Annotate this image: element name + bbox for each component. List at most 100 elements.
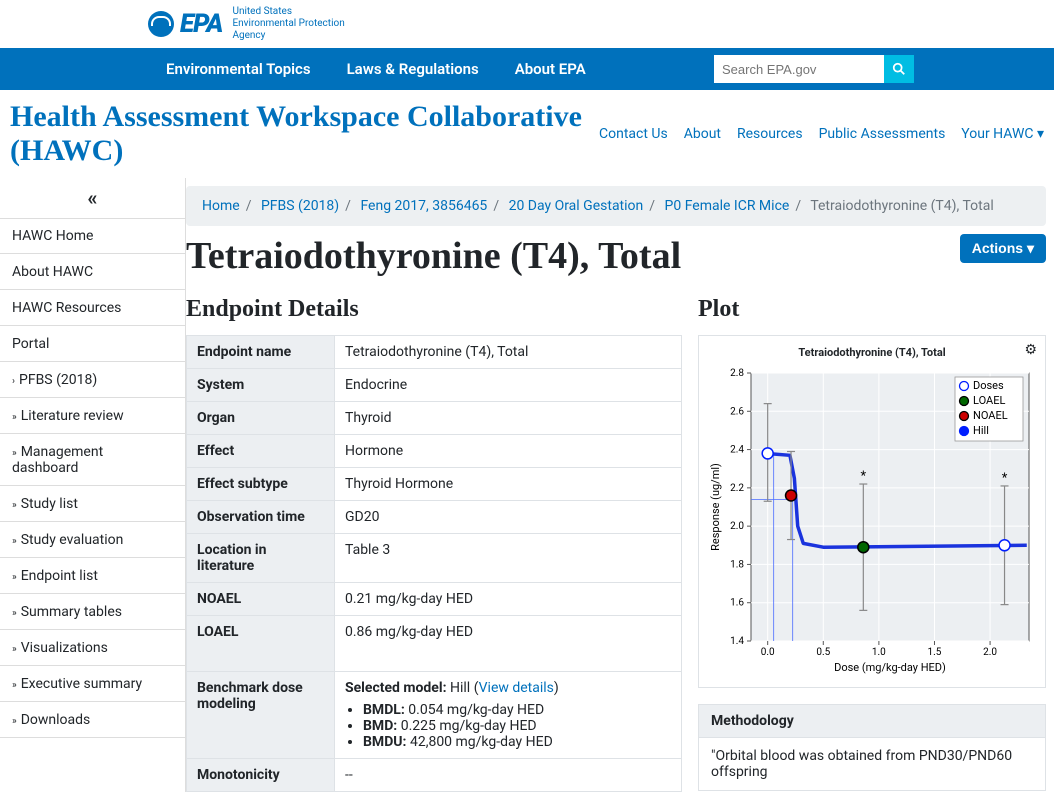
nav-laws[interactable]: Laws & Regulations [329,48,497,90]
svg-text:Response (ug/ml): Response (ug/ml) [709,463,722,551]
svg-text:2.8: 2.8 [730,368,744,379]
breadcrumb-study[interactable]: Feng 2017, 3856465 [360,198,487,214]
sidebar-item[interactable]: About HAWC [0,254,185,290]
methodology-box: Methodology "Orbital blood was obtained … [698,704,1046,791]
svg-text:2.4: 2.4 [730,445,744,456]
svg-text:*: * [861,469,867,484]
sidebar-item-label: HAWC Resources [12,300,121,316]
breadcrumb-animal-group[interactable]: P0 Female ICR Mice [665,198,790,214]
row-endpoint-name: Endpoint nameTetraiodothyronine (T4), To… [187,336,682,369]
sidebar-item[interactable]: »Study list [0,486,185,522]
row-location: Location in literatureTable 3 [187,534,682,583]
sidebar-item[interactable]: » Endpoint list [0,558,185,594]
sidebar-item[interactable]: Portal [0,326,185,362]
svg-text:1.0: 1.0 [872,647,886,658]
breadcrumb-pfbs[interactable]: PFBS (2018) [261,198,339,214]
sidebar-item-label: Endpoint list [21,568,98,584]
row-noael: NOAEL0.21 mg/kg-day HED [187,583,682,616]
svg-text:*: * [1002,471,1008,486]
methodology-heading: Methodology [699,705,1045,738]
hawc-title[interactable]: Health Assessment Workspace Collaborativ… [10,100,599,168]
primary-nav: Environmental Topics Laws & Regulations … [0,48,1054,90]
row-observation-time: Observation timeGD20 [187,501,682,534]
svg-text:2.6: 2.6 [730,406,744,417]
breadcrumb-current: Tetraiodothyronine (T4), Total [810,198,993,214]
sidebar-item[interactable]: HAWC Resources [0,290,185,326]
methodology-text: "Orbital blood was obtained from PND30/P… [699,738,1045,790]
svg-text:Dose (mg/kg-day HED): Dose (mg/kg-day HED) [834,661,946,674]
chevron-icon: » [12,680,17,691]
epa-header: EPA United States Environmental Protecti… [0,0,1054,48]
row-system: SystemEndocrine [187,369,682,402]
sidebar-item[interactable]: » Executive summary [0,666,185,702]
svg-text:LOAEL: LOAEL [973,394,1005,407]
sidebar-item[interactable]: »Visualizations [0,630,185,666]
sidebar-item[interactable]: » Literature review [0,398,185,434]
dose-response-plot: **0.00.51.01.52.01.41.61.82.02.22.42.62.… [707,367,1037,677]
hawc-header: Health Assessment Workspace Collaborativ… [0,90,1054,178]
search-form [714,55,914,83]
section-endpoint-details: Endpoint Details [186,296,682,323]
sidebar-item[interactable]: »Summary tables [0,594,185,630]
svg-text:0.5: 0.5 [816,647,830,658]
link-your-hawc[interactable]: Your HAWC ▾ [961,126,1044,142]
main-content: Home/ PFBS (2018)/ Feng 2017, 3856465/ 2… [186,178,1054,792]
chevron-down-icon: ▾ [1037,126,1044,142]
svg-text:Hill: Hill [973,424,989,437]
link-contact-us[interactable]: Contact Us [599,126,668,142]
sidebar-item[interactable]: »Downloads [0,702,185,738]
endpoint-details-table: Endpoint nameTetraiodothyronine (T4), To… [186,335,682,792]
chevron-icon: » [12,412,17,423]
epa-logo-icon [148,11,174,37]
row-effect-subtype: Effect subtypeThyroid Hormone [187,468,682,501]
chevron-icon: › [12,376,15,387]
chevron-icon: » [12,500,17,511]
actions-button[interactable]: Actions ▾ [960,234,1046,263]
plot-title: Tetraiodothyronine (T4), Total [707,346,1037,359]
sidebar-item[interactable]: HAWC Home [0,218,185,254]
nav-topics[interactable]: Environmental Topics [148,48,329,90]
link-about[interactable]: About [684,126,721,142]
sidebar-item-label: Executive summary [21,676,142,692]
sidebar-item-label: Portal [12,336,49,352]
plot-container: ⚙ Tetraiodothyronine (T4), Total **0.00.… [698,335,1046,688]
svg-text:2.0: 2.0 [730,521,744,532]
svg-text:2.2: 2.2 [730,483,744,494]
sidebar-item-label: Management dashboard [12,444,103,476]
sidebar-collapse-button[interactable]: « [0,178,185,218]
svg-text:Doses: Doses [973,379,1004,392]
sidebar-item-label: Literature review [21,408,124,424]
breadcrumb: Home/ PFBS (2018)/ Feng 2017, 3856465/ 2… [186,186,1046,226]
breadcrumb-home[interactable]: Home [202,198,240,214]
epa-subtitle: United States Environmental Protection A… [232,6,344,42]
row-monotonicity: Monotonicity-- [187,759,682,792]
link-public-assessments[interactable]: Public Assessments [819,126,946,142]
epa-logo[interactable]: EPA United States Environmental Protecti… [148,6,345,42]
chevron-icon: » [12,572,17,583]
sidebar-item-label: Summary tables [21,604,122,620]
sidebar-item-label: HAWC Home [12,228,93,244]
svg-text:1.4: 1.4 [730,636,744,647]
sidebar-item[interactable]: ›PFBS (2018) [0,362,185,398]
search-input[interactable] [714,55,884,83]
sidebar-item[interactable]: » Study evaluation [0,522,185,558]
chevron-icon: » [12,644,17,655]
nav-about-epa[interactable]: About EPA [497,48,604,90]
search-button[interactable] [884,55,914,83]
svg-text:2.0: 2.0 [983,647,997,658]
chevron-down-icon: ▾ [1027,240,1034,256]
hawc-links: Contact Us About Resources Public Assess… [599,126,1044,142]
chevron-icon: » [12,716,17,727]
chevron-icon: » [12,448,17,459]
link-view-details[interactable]: View details [479,680,554,696]
svg-text:1.5: 1.5 [928,647,942,658]
svg-text:1.8: 1.8 [730,559,744,570]
row-loael: LOAEL0.86 mg/kg-day HED [187,616,682,672]
page-title: Tetraiodothyronine (T4), Total [186,234,960,278]
sidebar-item[interactable]: »Management dashboard [0,434,185,486]
sidebar-item-label: Study evaluation [21,532,124,548]
link-resources[interactable]: Resources [737,126,803,142]
chevron-icon: » [12,536,17,547]
gear-icon[interactable]: ⚙ [1024,342,1037,358]
breadcrumb-experiment[interactable]: 20 Day Oral Gestation [509,198,644,214]
